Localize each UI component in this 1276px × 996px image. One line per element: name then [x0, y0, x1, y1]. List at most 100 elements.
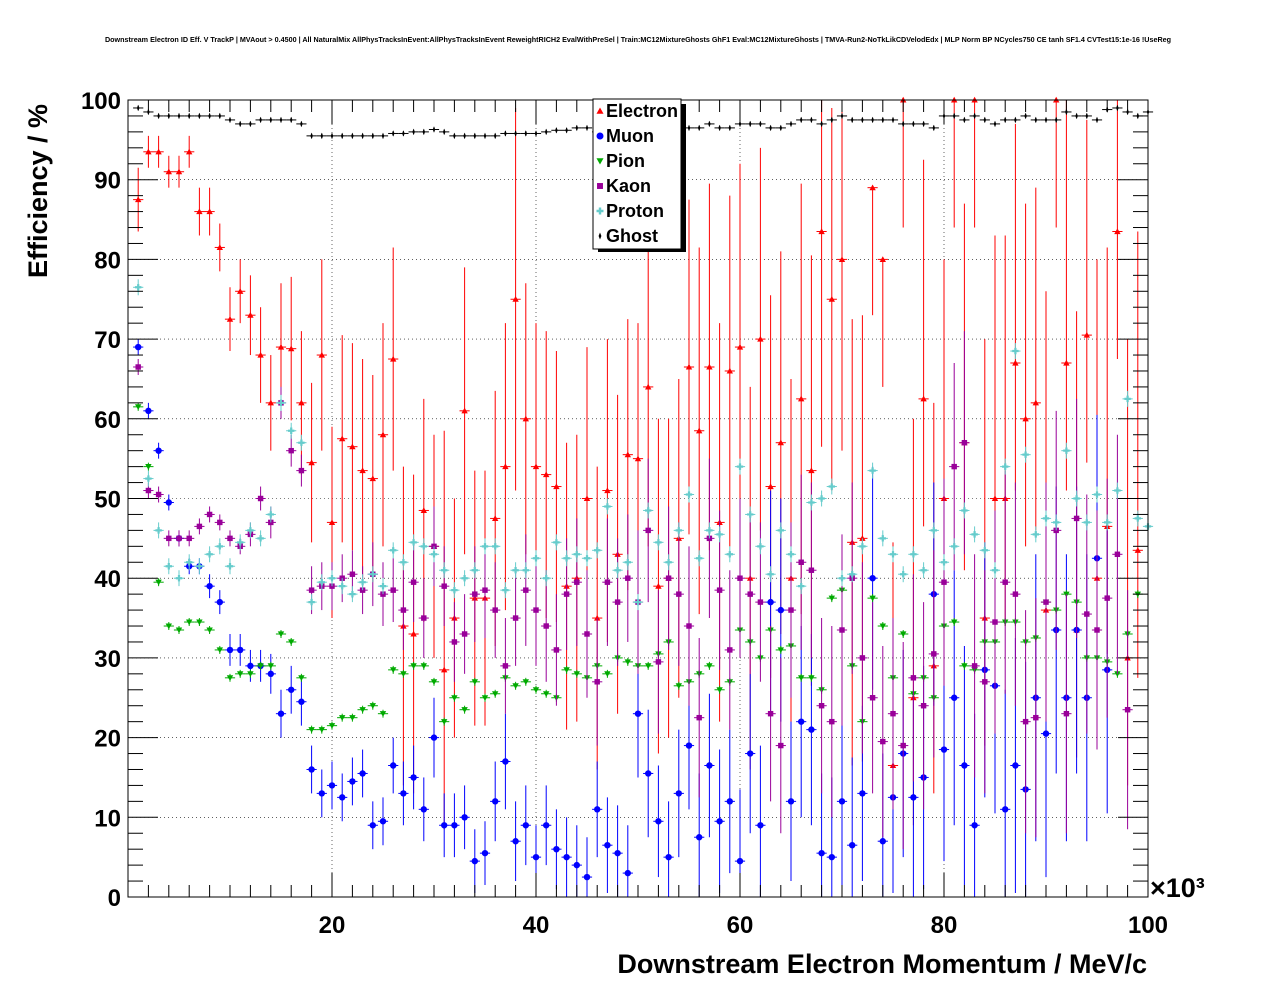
ghost-point: [826, 116, 837, 124]
y-tick-label: 100: [81, 88, 121, 115]
muon-point: [408, 745, 419, 810]
muon-marker: [216, 598, 223, 606]
kaon-point: [765, 626, 776, 802]
electron-marker: [349, 443, 356, 450]
pion-point: [673, 681, 684, 690]
muon-marker: [828, 853, 835, 861]
electron-point: [235, 259, 246, 324]
x-tick-label: 80: [931, 912, 958, 939]
pion-point: [173, 626, 185, 634]
kaon-point: [949, 363, 960, 571]
muon-marker: [512, 838, 519, 845]
kaon-marker: [757, 599, 764, 605]
pion-marker: [247, 671, 254, 678]
kaon-point: [612, 538, 623, 666]
proton-point: [877, 530, 888, 547]
electron-point: [1030, 187, 1041, 531]
proton-marker: [961, 507, 968, 514]
proton-marker: [808, 499, 815, 506]
electron-marker: [767, 483, 774, 490]
proton-marker: [328, 575, 336, 582]
ghost-marker: [718, 124, 721, 132]
muon-point: [704, 693, 715, 838]
legend-entry-pion: Pion: [596, 151, 645, 171]
ghost-marker: [1034, 116, 1038, 124]
electron-marker: [206, 208, 213, 215]
electron-point: [306, 382, 317, 543]
proton-point: [1010, 343, 1021, 360]
proton-point: [867, 462, 878, 479]
electron-point: [184, 135, 195, 168]
kaon-marker: [992, 619, 998, 625]
electron-point: [347, 343, 358, 551]
kaon-marker: [298, 467, 305, 474]
electron-marker: [1083, 331, 1090, 338]
proton-point: [857, 538, 868, 555]
ghost-marker: [1116, 104, 1119, 112]
proton-marker: [267, 511, 274, 518]
ghost-point: [173, 112, 185, 120]
electron-marker: [655, 582, 662, 589]
ghost-point: [1051, 116, 1062, 124]
kaon-marker: [186, 535, 192, 542]
proton-marker: [706, 527, 713, 534]
ghost-marker: [381, 132, 385, 140]
muon-point: [602, 797, 613, 894]
pion-marker: [624, 659, 631, 666]
muon-point: [398, 761, 409, 826]
proton-marker: [308, 598, 315, 606]
pion-point: [449, 693, 460, 702]
proton-point: [1122, 390, 1133, 407]
electron-marker: [1063, 359, 1070, 366]
ghost-point: [571, 124, 582, 132]
ghost-marker: [432, 126, 436, 133]
proton-point: [602, 498, 613, 515]
muon-marker: [369, 822, 376, 829]
proton-point: [643, 502, 654, 519]
ghost-marker: [728, 124, 732, 132]
proton-marker: [900, 571, 907, 578]
legend-marker: [596, 158, 604, 165]
proton-marker: [420, 543, 427, 550]
kaon-marker: [645, 527, 651, 534]
kaon-point: [622, 514, 633, 642]
ghost-point: [428, 126, 440, 133]
kaon-point: [898, 641, 909, 850]
electron-marker: [339, 435, 346, 442]
muon-point: [714, 749, 725, 894]
electron-marker: [685, 363, 693, 370]
electron-marker: [1022, 415, 1029, 422]
kaon-marker: [604, 579, 611, 585]
kaon-marker: [982, 679, 988, 685]
electron-marker: [553, 483, 560, 490]
ghost-marker: [1075, 112, 1078, 120]
kaon-marker: [349, 571, 356, 577]
ghost-marker: [1054, 116, 1058, 124]
ghost-point: [918, 120, 929, 128]
muon-marker: [206, 582, 213, 590]
muon-marker: [328, 782, 336, 789]
muon-marker: [145, 407, 152, 415]
kaon-point: [1091, 510, 1103, 750]
kaon-point: [398, 570, 409, 650]
data-markers: [133, 96, 1154, 897]
muon-marker: [237, 646, 244, 654]
proton-marker: [604, 503, 611, 510]
pion-point: [357, 705, 368, 714]
electron-marker: [1114, 228, 1121, 235]
proton-point: [235, 534, 246, 551]
kaon-marker: [1073, 515, 1080, 522]
muon-point: [959, 645, 970, 886]
ghost-marker: [422, 128, 426, 136]
ghost-marker: [1003, 116, 1007, 124]
electron-marker: [798, 395, 805, 402]
ghost-marker: [279, 116, 283, 124]
ghost-point: [459, 132, 470, 140]
ghost-marker: [198, 112, 201, 120]
ghost-marker: [187, 112, 191, 120]
legend-label: Pion: [606, 151, 645, 171]
kaon-point: [979, 570, 990, 794]
proton-marker: [543, 575, 550, 582]
ghost-point: [347, 132, 358, 140]
